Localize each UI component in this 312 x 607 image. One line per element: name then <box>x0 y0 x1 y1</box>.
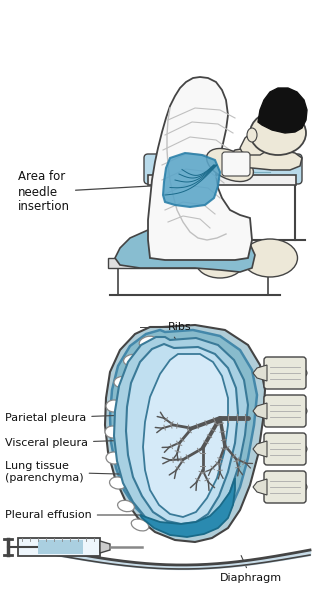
Polygon shape <box>143 354 228 517</box>
Polygon shape <box>253 365 267 381</box>
Ellipse shape <box>263 440 307 458</box>
Text: Ribs: Ribs <box>168 322 192 341</box>
Polygon shape <box>115 225 255 272</box>
Ellipse shape <box>105 426 121 438</box>
Bar <box>0 310 312 607</box>
FancyBboxPatch shape <box>144 154 302 184</box>
FancyBboxPatch shape <box>148 175 296 185</box>
FancyBboxPatch shape <box>264 471 306 503</box>
Polygon shape <box>140 478 235 537</box>
Ellipse shape <box>106 400 122 412</box>
Text: Pleural effusion: Pleural effusion <box>5 510 147 520</box>
FancyBboxPatch shape <box>264 357 306 389</box>
Ellipse shape <box>110 477 126 489</box>
Ellipse shape <box>263 364 307 382</box>
Ellipse shape <box>118 500 134 512</box>
FancyBboxPatch shape <box>18 538 100 556</box>
Polygon shape <box>148 77 252 260</box>
FancyBboxPatch shape <box>108 258 278 268</box>
Ellipse shape <box>263 402 307 420</box>
Text: Visceral pleura: Visceral pleura <box>5 438 132 448</box>
Ellipse shape <box>250 111 306 155</box>
Ellipse shape <box>207 149 253 181</box>
Polygon shape <box>163 153 220 207</box>
Polygon shape <box>253 479 267 495</box>
Polygon shape <box>240 130 270 155</box>
Ellipse shape <box>247 128 257 142</box>
Bar <box>38 540 83 554</box>
Ellipse shape <box>124 354 140 365</box>
FancyBboxPatch shape <box>222 152 250 176</box>
Text: Diaphragm: Diaphragm <box>220 555 282 583</box>
Text: Lung tissue
(parenchyma): Lung tissue (parenchyma) <box>5 461 152 483</box>
Ellipse shape <box>131 519 149 531</box>
Polygon shape <box>258 88 307 133</box>
Polygon shape <box>100 541 110 553</box>
Ellipse shape <box>139 336 157 348</box>
FancyBboxPatch shape <box>264 433 306 465</box>
Ellipse shape <box>242 239 298 277</box>
FancyBboxPatch shape <box>264 395 306 427</box>
Text: Parietal pleura: Parietal pleura <box>5 413 127 423</box>
Text: Area for
needle
insertion: Area for needle insertion <box>18 171 165 214</box>
Polygon shape <box>253 403 267 419</box>
Polygon shape <box>110 330 257 533</box>
Polygon shape <box>114 337 248 531</box>
Ellipse shape <box>114 376 130 387</box>
Polygon shape <box>105 325 265 542</box>
Polygon shape <box>225 148 302 170</box>
Ellipse shape <box>196 246 244 278</box>
Ellipse shape <box>263 478 307 496</box>
Polygon shape <box>126 344 238 524</box>
Polygon shape <box>253 441 267 457</box>
Ellipse shape <box>106 452 122 464</box>
